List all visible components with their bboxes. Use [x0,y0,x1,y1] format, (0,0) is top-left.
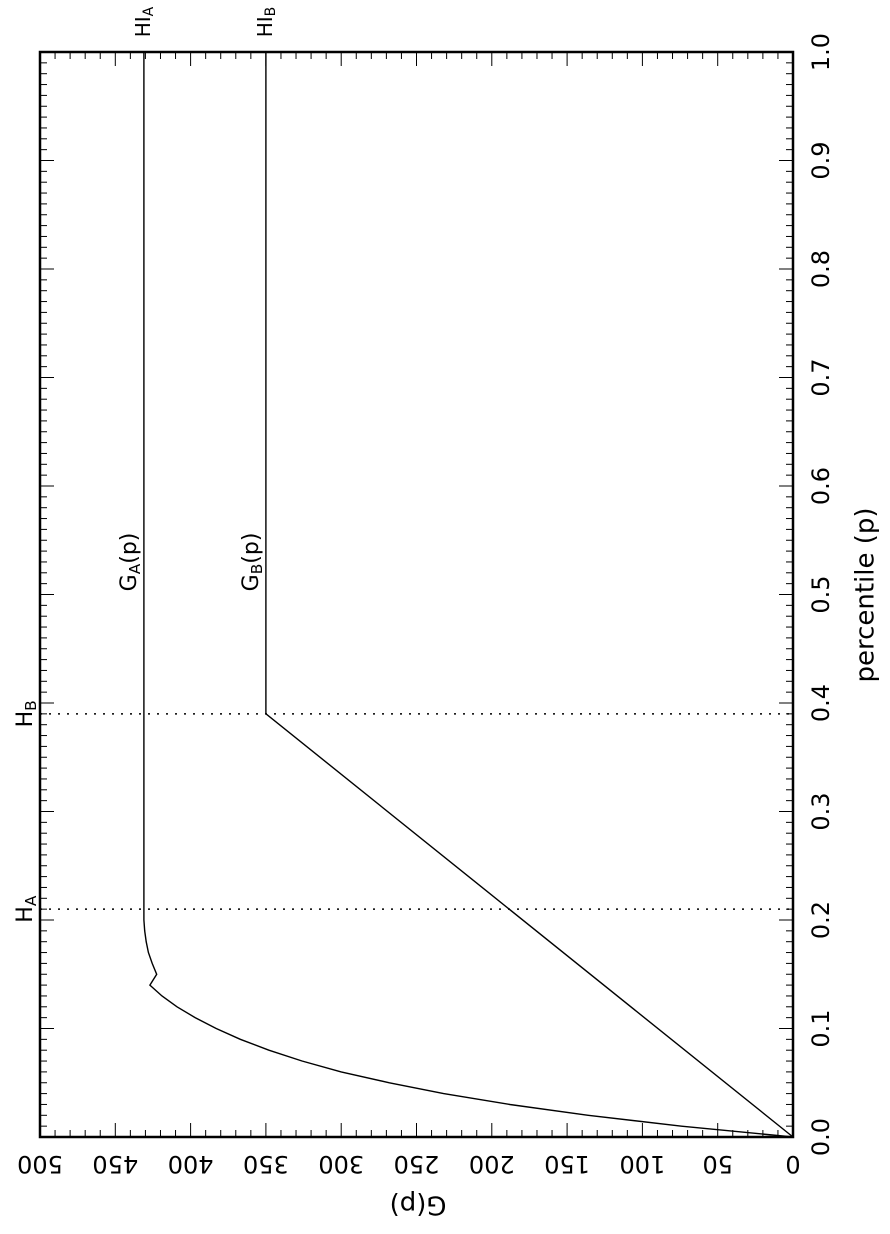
x-tick-label: 0.0 [807,1118,835,1156]
y-tick-label: 450 [92,1150,138,1178]
series-label: GA(p) [117,533,144,592]
series-line [143,52,794,1138]
series-line [265,52,794,1138]
x-tick-label: 0.1 [807,1009,835,1047]
y-tick-label: 0 [785,1150,800,1178]
top-label: HIA [130,6,157,37]
x-tick-label: 0.9 [807,141,835,179]
y-axis-label: G(p) [390,1190,447,1220]
top-label: HIB [252,7,279,38]
y-tick-label: 100 [619,1150,665,1178]
y-tick-label: 150 [544,1150,590,1178]
y-tick-label: 250 [394,1150,440,1178]
x-tick-label: 0.4 [807,684,835,722]
y-tick-label: 50 [702,1150,733,1178]
series-lines [143,52,794,1138]
x-tick-label: 0.3 [807,792,835,830]
y-tick-label: 400 [168,1150,214,1178]
x-tick-label: 0.2 [807,901,835,939]
reference-label: HA [13,895,40,923]
plot-frame [38,50,795,1139]
x-tick-label: 0.6 [807,467,835,505]
x-axis-label: percentile (p) [851,507,881,682]
x-tick-label: 1.0 [807,33,835,71]
series-label: GB(p) [239,533,266,592]
y-tick-label: 300 [318,1150,364,1178]
x-tick-label: 0.5 [807,575,835,613]
chart-labels: 0.0 0.1 0.2 0.3 0.4 0.5 0.6 0.7 0.8 0.9 1.0 0 50 100 1… [13,6,881,1219]
x-tick-label: 0.7 [807,358,835,396]
reference-lines [40,713,793,910]
y-tick-label: 500 [17,1150,63,1178]
y-tick-label: 350 [243,1150,289,1178]
x-tick-label: 0.8 [807,250,835,288]
reference-label: HB [13,700,40,727]
y-tick-label: 200 [469,1150,515,1178]
axis-ticks [39,51,794,1138]
